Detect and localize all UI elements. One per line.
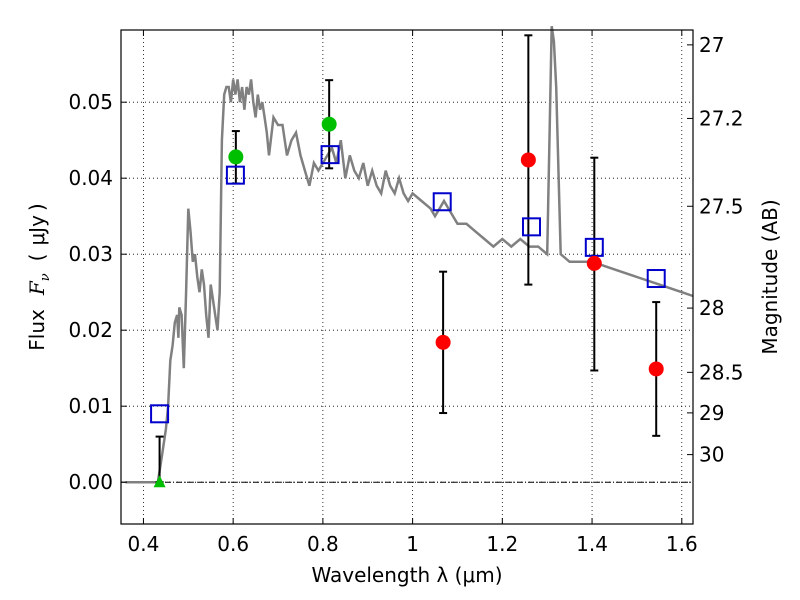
y-axis-label-open: (: [25, 254, 49, 262]
red-data-point: [520, 152, 536, 168]
y-axis-label: Flux Fν ( μJy): [25, 203, 53, 350]
x-tick-label: 0.4: [128, 532, 160, 556]
y-axis-label-fnu-sub: ν: [38, 273, 53, 281]
data-points: [150, 116, 666, 488]
green-data-point: [321, 116, 337, 132]
y-tick-label: 0.01: [68, 394, 113, 418]
y-tick-label: 0.04: [68, 166, 113, 190]
right-ticks: 27 27.2 27.5 28 28.5 29 30: [687, 33, 744, 467]
green-upper-limit-triangle: [153, 475, 166, 488]
plot-frame: [120, 29, 694, 525]
x-axis-label: Wavelength λ (μm): [311, 563, 502, 587]
y-axis-label-fnu: F: [25, 280, 49, 296]
x-tick-label: 0.8: [307, 532, 339, 556]
model-photometry-square: [646, 269, 666, 289]
x-tick-label: 1.6: [666, 532, 698, 556]
x-tick-label: 1: [406, 532, 419, 556]
right-tick-label: 28: [699, 296, 724, 320]
y-tick-label: 0.03: [68, 242, 113, 266]
model-photometry-square: [225, 165, 245, 185]
right-tick-label: 29: [699, 401, 724, 425]
right-tick-label: 28.5: [699, 360, 744, 384]
right-tick-label: 30: [699, 443, 724, 467]
x-tick-label: 0.6: [217, 532, 249, 556]
red-data-point: [648, 361, 664, 377]
model-photometry-square: [150, 404, 170, 424]
red-data-point: [586, 255, 602, 271]
green-data-point: [228, 149, 244, 165]
y-axis-label-close: ): [25, 203, 49, 211]
right-tick-label: 27: [699, 33, 724, 57]
model-photometry-square: [320, 145, 340, 165]
plot-background: [121, 30, 693, 524]
right-tick-label: 27.5: [699, 194, 744, 218]
model-photometry-square: [432, 192, 452, 212]
model-photometry-square: [521, 217, 541, 237]
x-tick-label: 1.4: [576, 532, 608, 556]
red-data-point: [435, 334, 451, 350]
y-axis-label-unit: μJy: [25, 215, 49, 246]
y-ticks: 0.00 0.01 0.02 0.03 0.04 0.05: [68, 90, 127, 494]
y-tick-label: 0.02: [68, 318, 113, 342]
x-ticks: 0.4 0.6 0.8 1 1.2 1.4 1.6: [128, 30, 698, 556]
model-spectrum-line: [125, 26, 694, 484]
right-axis-label: Magnitude (AB): [758, 199, 782, 354]
y-axis-label-flux: Flux: [25, 309, 49, 351]
y-tick-label: 0.05: [68, 90, 113, 114]
right-tick-label: 27.2: [699, 106, 744, 130]
y-tick-label: 0.00: [68, 470, 113, 494]
x-tick-label: 1.2: [486, 532, 518, 556]
